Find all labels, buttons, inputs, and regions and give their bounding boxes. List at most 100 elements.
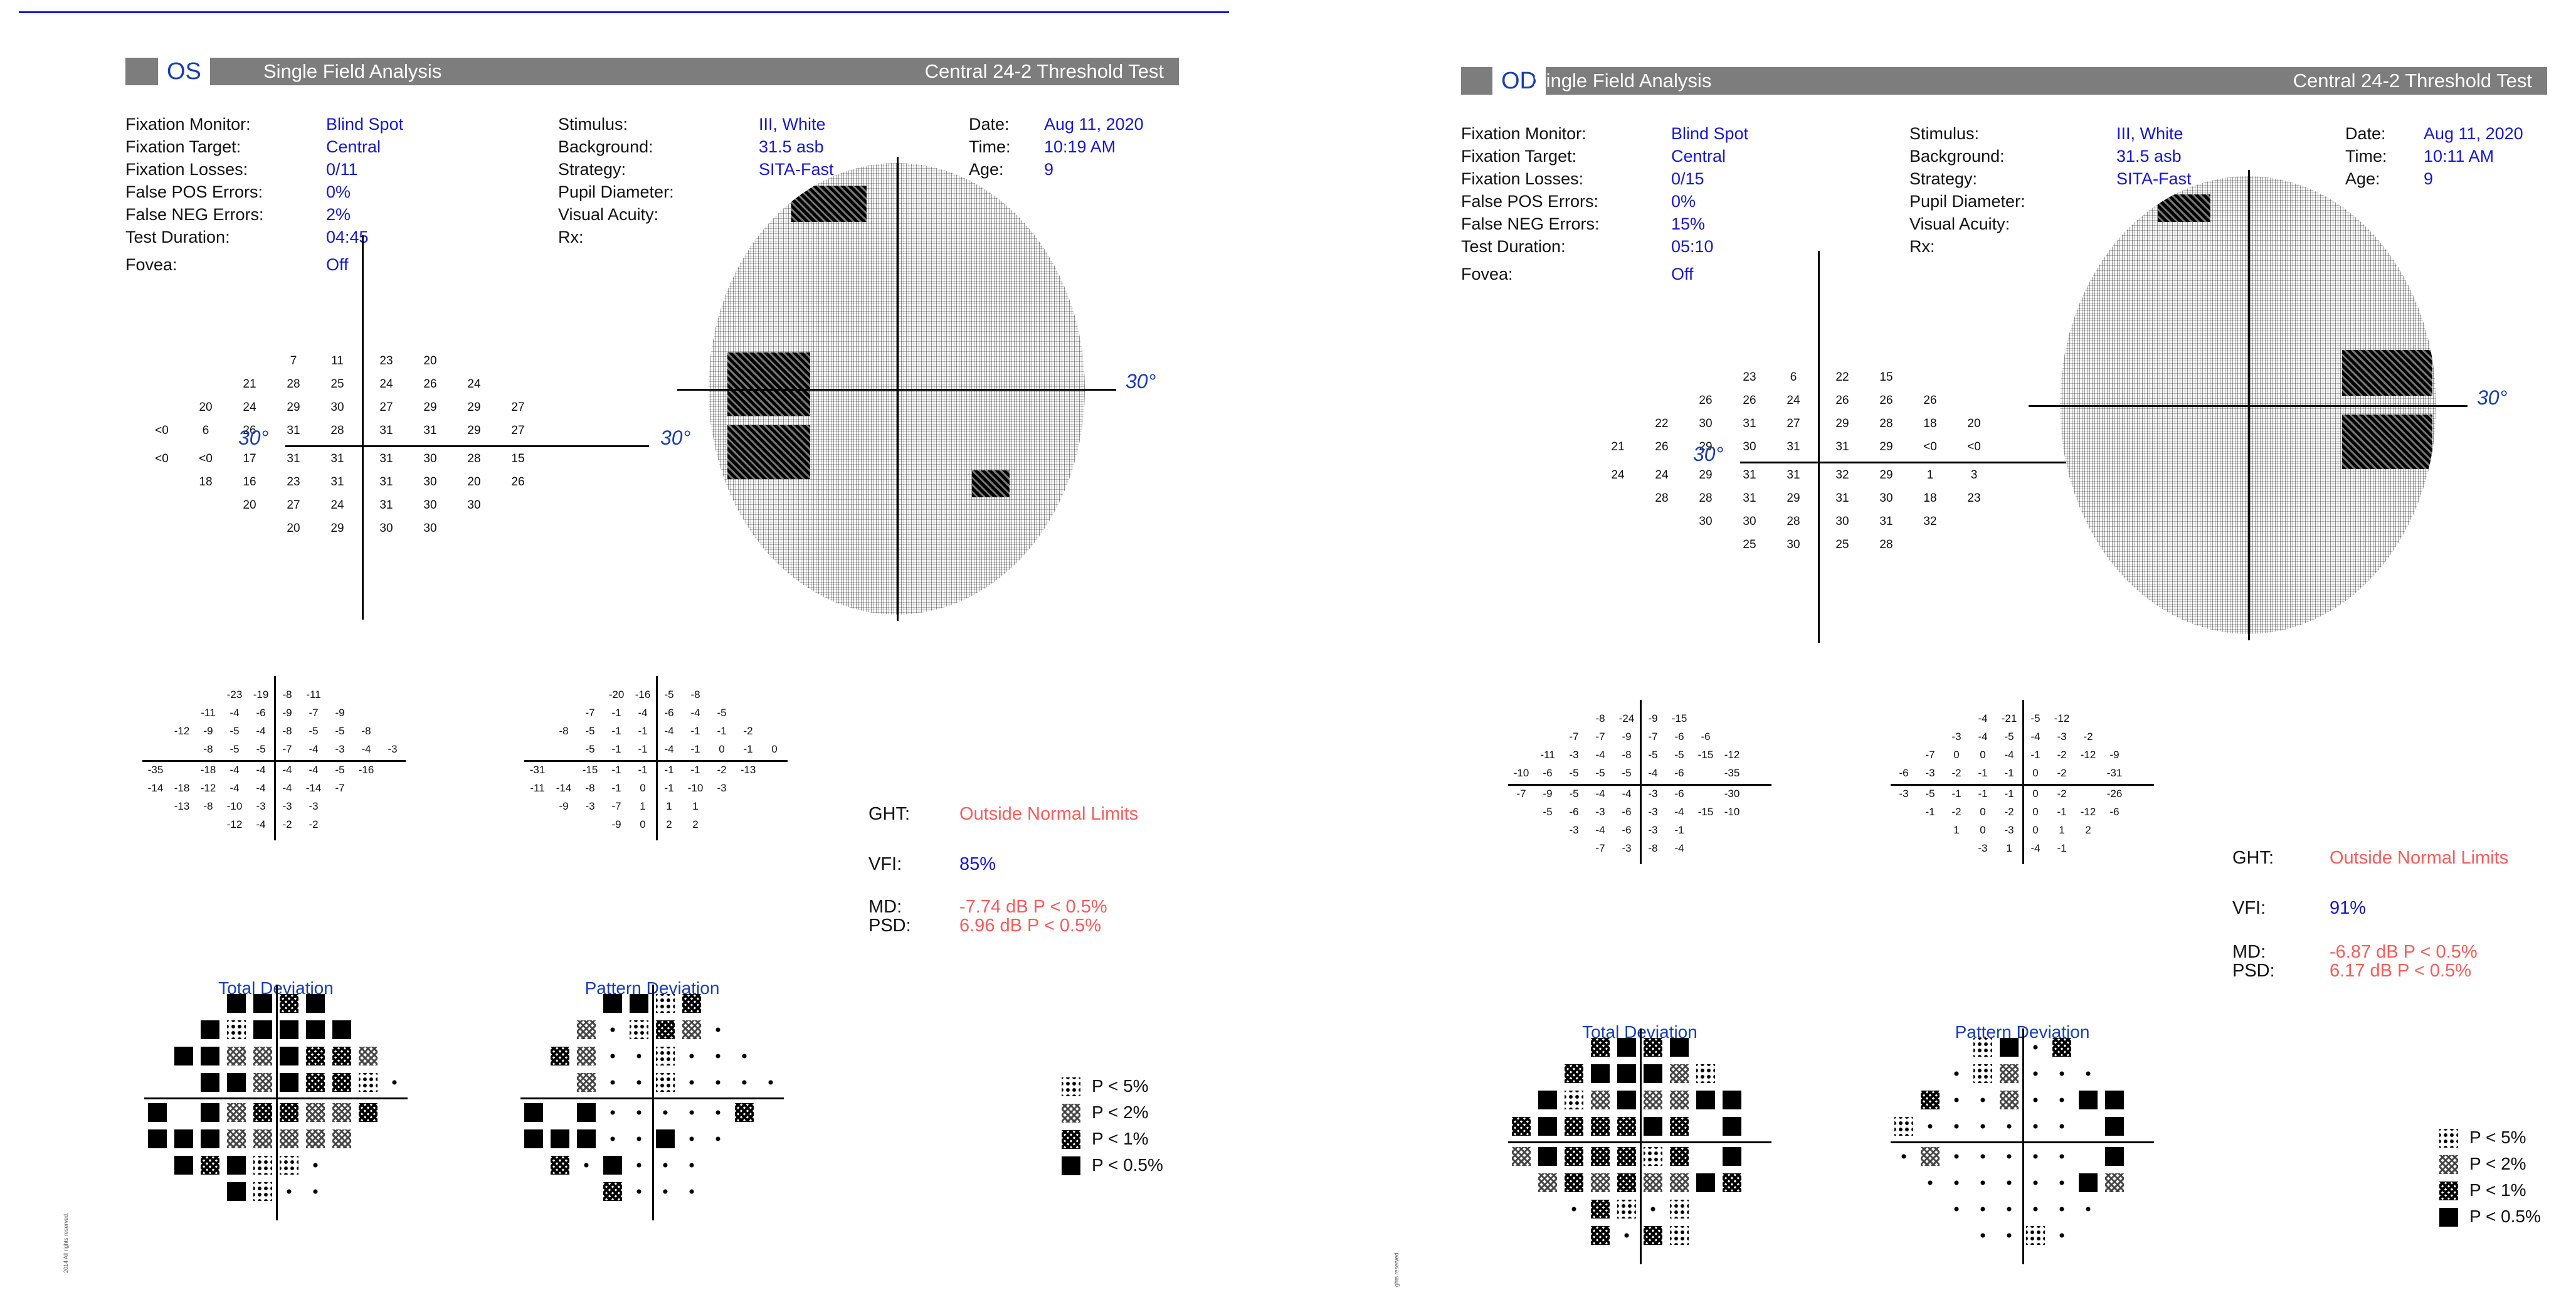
info-label: Background: bbox=[1909, 147, 2005, 166]
threshold-value: 26 bbox=[423, 378, 437, 391]
total-dev-value: -5 bbox=[1569, 788, 1579, 800]
threshold-value: 28 bbox=[467, 452, 481, 465]
info-label: Fixation Monitor: bbox=[1461, 124, 1586, 143]
vfi-value: 85% bbox=[959, 854, 996, 874]
info-label: Time: bbox=[969, 137, 1011, 156]
total-dev-prob-symbol bbox=[1644, 1173, 1662, 1192]
pattern-dev-value: -2 bbox=[1951, 806, 1961, 818]
pattern-dev-prob-symbol bbox=[1973, 1064, 1992, 1083]
threshold-value: 28 bbox=[1787, 515, 1800, 528]
ght-value: Outside Normal Limits bbox=[2330, 848, 2509, 868]
pattern-dev-value: -12 bbox=[2080, 749, 2096, 761]
pattern-dev-value: 0 bbox=[2032, 824, 2039, 836]
pattern-dev-prob-symbol bbox=[577, 1073, 596, 1092]
total-dev-prob-symbol bbox=[253, 1047, 272, 1065]
threshold-value: 26 bbox=[1835, 394, 1849, 407]
total-dev-prob-symbol bbox=[1617, 1091, 1636, 1109]
pattern-dev-value: -4 bbox=[2030, 842, 2040, 854]
pattern-dev-value: -8 bbox=[690, 689, 700, 701]
pattern-dev-prob-symbol bbox=[1947, 1147, 1966, 1166]
total-dev-value: -12 bbox=[174, 725, 190, 737]
pattern-dev-prob-symbol bbox=[2079, 1091, 2098, 1109]
info-value: 10:19 AM bbox=[1044, 137, 1116, 156]
pattern-dev-prob-symbol bbox=[2052, 1147, 2071, 1166]
threshold-value: 31 bbox=[1787, 468, 1800, 482]
total-dev-prob-symbol bbox=[1644, 1200, 1662, 1219]
total-dev-prob-symbol bbox=[1591, 1038, 1610, 1057]
threshold-value: 29 bbox=[287, 401, 300, 414]
total-dev-value: -6 bbox=[1622, 806, 1632, 818]
pattern-dev-value: -5 bbox=[585, 743, 595, 755]
total-dev-prob-v-axis bbox=[1640, 1028, 1642, 1264]
threshold-value: 21 bbox=[1611, 440, 1625, 453]
total-dev-prob-symbol bbox=[1617, 1038, 1636, 1057]
total-dev-prob-symbol bbox=[1670, 1147, 1689, 1166]
pattern-dev-value: -7 bbox=[585, 707, 595, 719]
greyscale-v-axis bbox=[2248, 170, 2250, 640]
pattern-dev-prob-symbol bbox=[577, 1129, 596, 1148]
pattern-dev-value: -26 bbox=[2106, 788, 2123, 800]
pattern-dev-value: 2 bbox=[2085, 824, 2091, 836]
info-label: Fixation Monitor: bbox=[125, 115, 251, 134]
pattern-dev-prob-symbol bbox=[682, 1047, 701, 1065]
threshold-value: 30 bbox=[1787, 538, 1800, 551]
threshold-value: 30 bbox=[379, 522, 393, 535]
pattern-dev-value: -4 bbox=[1978, 731, 1988, 743]
md-label: MD: bbox=[868, 897, 902, 917]
total-dev-value: -3 bbox=[388, 743, 398, 755]
info-value: 0% bbox=[326, 182, 351, 201]
threshold-value: 1 bbox=[1926, 468, 1934, 482]
total-dev-value: -9 bbox=[1622, 731, 1632, 743]
threshold-value: 27 bbox=[287, 499, 300, 512]
pattern-dev-value: -31 bbox=[529, 764, 546, 776]
total-dev-value: -12 bbox=[1724, 749, 1740, 761]
pattern-dev-value: -6 bbox=[664, 707, 674, 719]
threshold-v-axis bbox=[362, 235, 364, 620]
total-dev-prob-symbol bbox=[1617, 1064, 1636, 1083]
pattern-dev-prob-symbol bbox=[524, 1129, 543, 1148]
total-dev-value: -3 bbox=[256, 800, 266, 812]
pattern-dev-prob-symbol bbox=[761, 1073, 780, 1092]
total-dev-prob-symbol bbox=[1538, 1173, 1557, 1192]
pattern-dev-value: -1 bbox=[2004, 788, 2014, 800]
pattern-dev-value: -31 bbox=[2106, 767, 2123, 779]
total-dev-prob-symbol bbox=[1565, 1064, 1583, 1083]
total-dev-prob-symbol bbox=[227, 1073, 246, 1092]
total-dev-value: -5 bbox=[335, 764, 345, 776]
pattern-dev-value-v-axis bbox=[656, 676, 658, 840]
total-dev-prob-symbol bbox=[306, 1182, 325, 1201]
total-dev-value: -4 bbox=[282, 764, 292, 776]
pattern-dev-prob-symbol bbox=[682, 1103, 701, 1122]
info-label: Visual Acuity: bbox=[558, 205, 659, 224]
total-dev-value: -9 bbox=[1648, 712, 1658, 724]
greyscale-defect bbox=[727, 352, 810, 416]
pattern-dev-value: 1 bbox=[692, 800, 699, 812]
total-dev-value: -4 bbox=[1674, 806, 1684, 818]
total-dev-value: -1 bbox=[1674, 824, 1684, 836]
legend-symbol bbox=[1062, 1156, 1080, 1175]
total-dev-prob-symbol bbox=[1512, 1147, 1531, 1166]
total-dev-value: -6 bbox=[1701, 731, 1711, 743]
pattern-dev-value: -10 bbox=[687, 782, 704, 794]
pattern-dev-value: -1 bbox=[611, 782, 621, 794]
pattern-dev-value: -9 bbox=[559, 800, 569, 812]
threshold-value: 27 bbox=[379, 401, 393, 414]
total-dev-prob-symbol bbox=[253, 1103, 272, 1122]
threshold-value: 30 bbox=[423, 475, 437, 489]
total-dev-value: -15 bbox=[1671, 712, 1687, 724]
pattern-dev-value: -21 bbox=[2001, 712, 2017, 724]
pattern-dev-prob-symbol bbox=[2000, 1226, 2019, 1245]
pattern-dev-prob-symbol bbox=[630, 1073, 648, 1092]
total-dev-value: -18 bbox=[174, 782, 190, 794]
pattern-dev-prob-symbol bbox=[682, 1156, 701, 1175]
pattern-dev-value: -1 bbox=[690, 743, 700, 755]
pattern-dev-value: -11 bbox=[530, 782, 545, 794]
threshold-value: 16 bbox=[243, 475, 256, 489]
total-dev-prob-symbol bbox=[1591, 1147, 1610, 1166]
total-dev-value: -5 bbox=[1648, 749, 1658, 761]
total-dev-value: -7 bbox=[1595, 731, 1605, 743]
legend-label: P < 5% bbox=[2469, 1128, 2526, 1147]
total-dev-prob-v-axis bbox=[276, 985, 278, 1220]
total-dev-value: -9 bbox=[282, 707, 292, 719]
total-dev-value: -10 bbox=[226, 800, 243, 812]
